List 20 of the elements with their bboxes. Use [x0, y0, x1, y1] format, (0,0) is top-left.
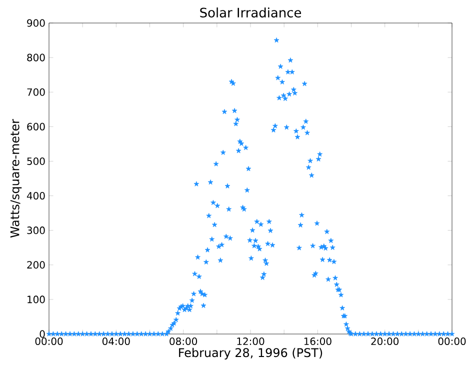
y-tick-label: 600 — [27, 122, 45, 130]
chart-title: Solar Irradiance — [200, 7, 302, 18]
x-tick-label: 12:00 — [237, 338, 264, 346]
x-tick-label: 00:00 — [35, 338, 63, 346]
x-axis-title: February 28, 1996 (PST) — [179, 348, 322, 360]
x-tick-label: 16:00 — [304, 338, 332, 346]
x-tick-label: 08:00 — [170, 338, 198, 346]
y-axis-title: Watts/square-meter — [10, 118, 22, 238]
y-tick-label: 100 — [28, 296, 45, 304]
x-tick-label: 00:00 — [438, 338, 466, 346]
y-tick-label: 500 — [27, 157, 45, 165]
x-tick-label: 20:00 — [371, 338, 399, 346]
y-tick-label: 800 — [27, 54, 45, 62]
x-tick-label: 04:00 — [102, 338, 130, 346]
y-tick-label: 300 — [27, 226, 45, 234]
y-tick-label: 0 — [40, 330, 45, 338]
y-tick-label: 400 — [26, 192, 45, 200]
y-tick-label: 700 — [27, 88, 45, 96]
y-tick-label: 900 — [27, 19, 45, 27]
y-tick-label: 200 — [27, 261, 45, 269]
